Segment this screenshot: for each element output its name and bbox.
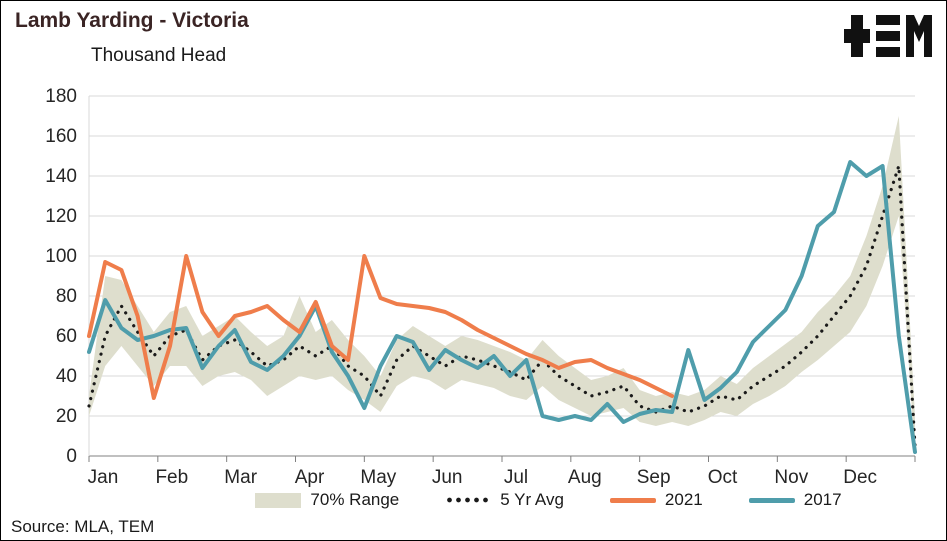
y-tick-label: 100 [45,246,77,267]
x-tick-label: Sep [637,467,671,488]
legend-item-2017: 2017 [748,490,842,510]
series-2017 [87,160,917,454]
x-tick-label: Jun [432,467,463,488]
y-tick-label: 60 [56,326,77,347]
y-tick-label: 160 [45,126,77,147]
x-tick-label: Nov [774,467,808,488]
legend-label-2021: 2021 [664,490,703,509]
x-tick-label: Jul [504,467,528,488]
series-5-yr-avg [87,164,917,448]
x-tick-label: Feb [155,467,188,488]
x-tick-label: Mar [224,467,257,488]
line-swatch-2017 [748,497,795,503]
y-axis-title: Thousand Head [91,45,227,66]
legend-label-avg: 5 Yr Avg [500,490,564,509]
page-title: Lamb Yarding - Victoria [15,9,249,32]
gridlines [88,95,915,457]
y-tick-label: 140 [45,166,77,187]
y-tick-label: 40 [56,366,77,387]
band-swatch [255,492,302,508]
y-tick-label: 180 [45,86,77,107]
y-tick-label: 120 [45,206,77,227]
legend-label-2017: 2017 [803,490,842,509]
legend-item-avg: 5 Yr Avg [445,490,564,510]
x-tick-label: Dec [843,467,877,488]
range-band [89,116,915,456]
series-2021 [87,254,675,400]
y-tick-label: 0 [66,446,77,467]
y-tick-label: 80 [56,286,77,307]
x-tick-label: Oct [708,467,738,488]
x-tick-label: Apr [295,467,325,488]
letter-m-icon [906,15,932,57]
x-tick-label: Jan [88,467,119,488]
x-tick-label: May [360,467,396,488]
legend-label-range: 70% Range [310,490,400,509]
x-tick-label: Aug [568,467,602,488]
source-note: Source: MLA, TEM [11,517,155,536]
legend-item-range: 70% Range [255,490,399,510]
plus-icon [844,15,870,57]
x-axis: Jan Feb Mar Apr May Jun Jul Aug Sep Oct Nov Dec [88,456,916,488]
line-swatch-2021 [609,497,656,503]
y-tick-label: 20 [56,406,77,427]
triple-bar-icon [876,15,900,57]
tem-logo [844,15,932,57]
chart-legend: 70% Range 5 Yr Avg 2021 2017 [171,490,926,510]
legend-item-2021: 2021 [609,490,703,510]
dotted-line-swatch [445,497,492,503]
